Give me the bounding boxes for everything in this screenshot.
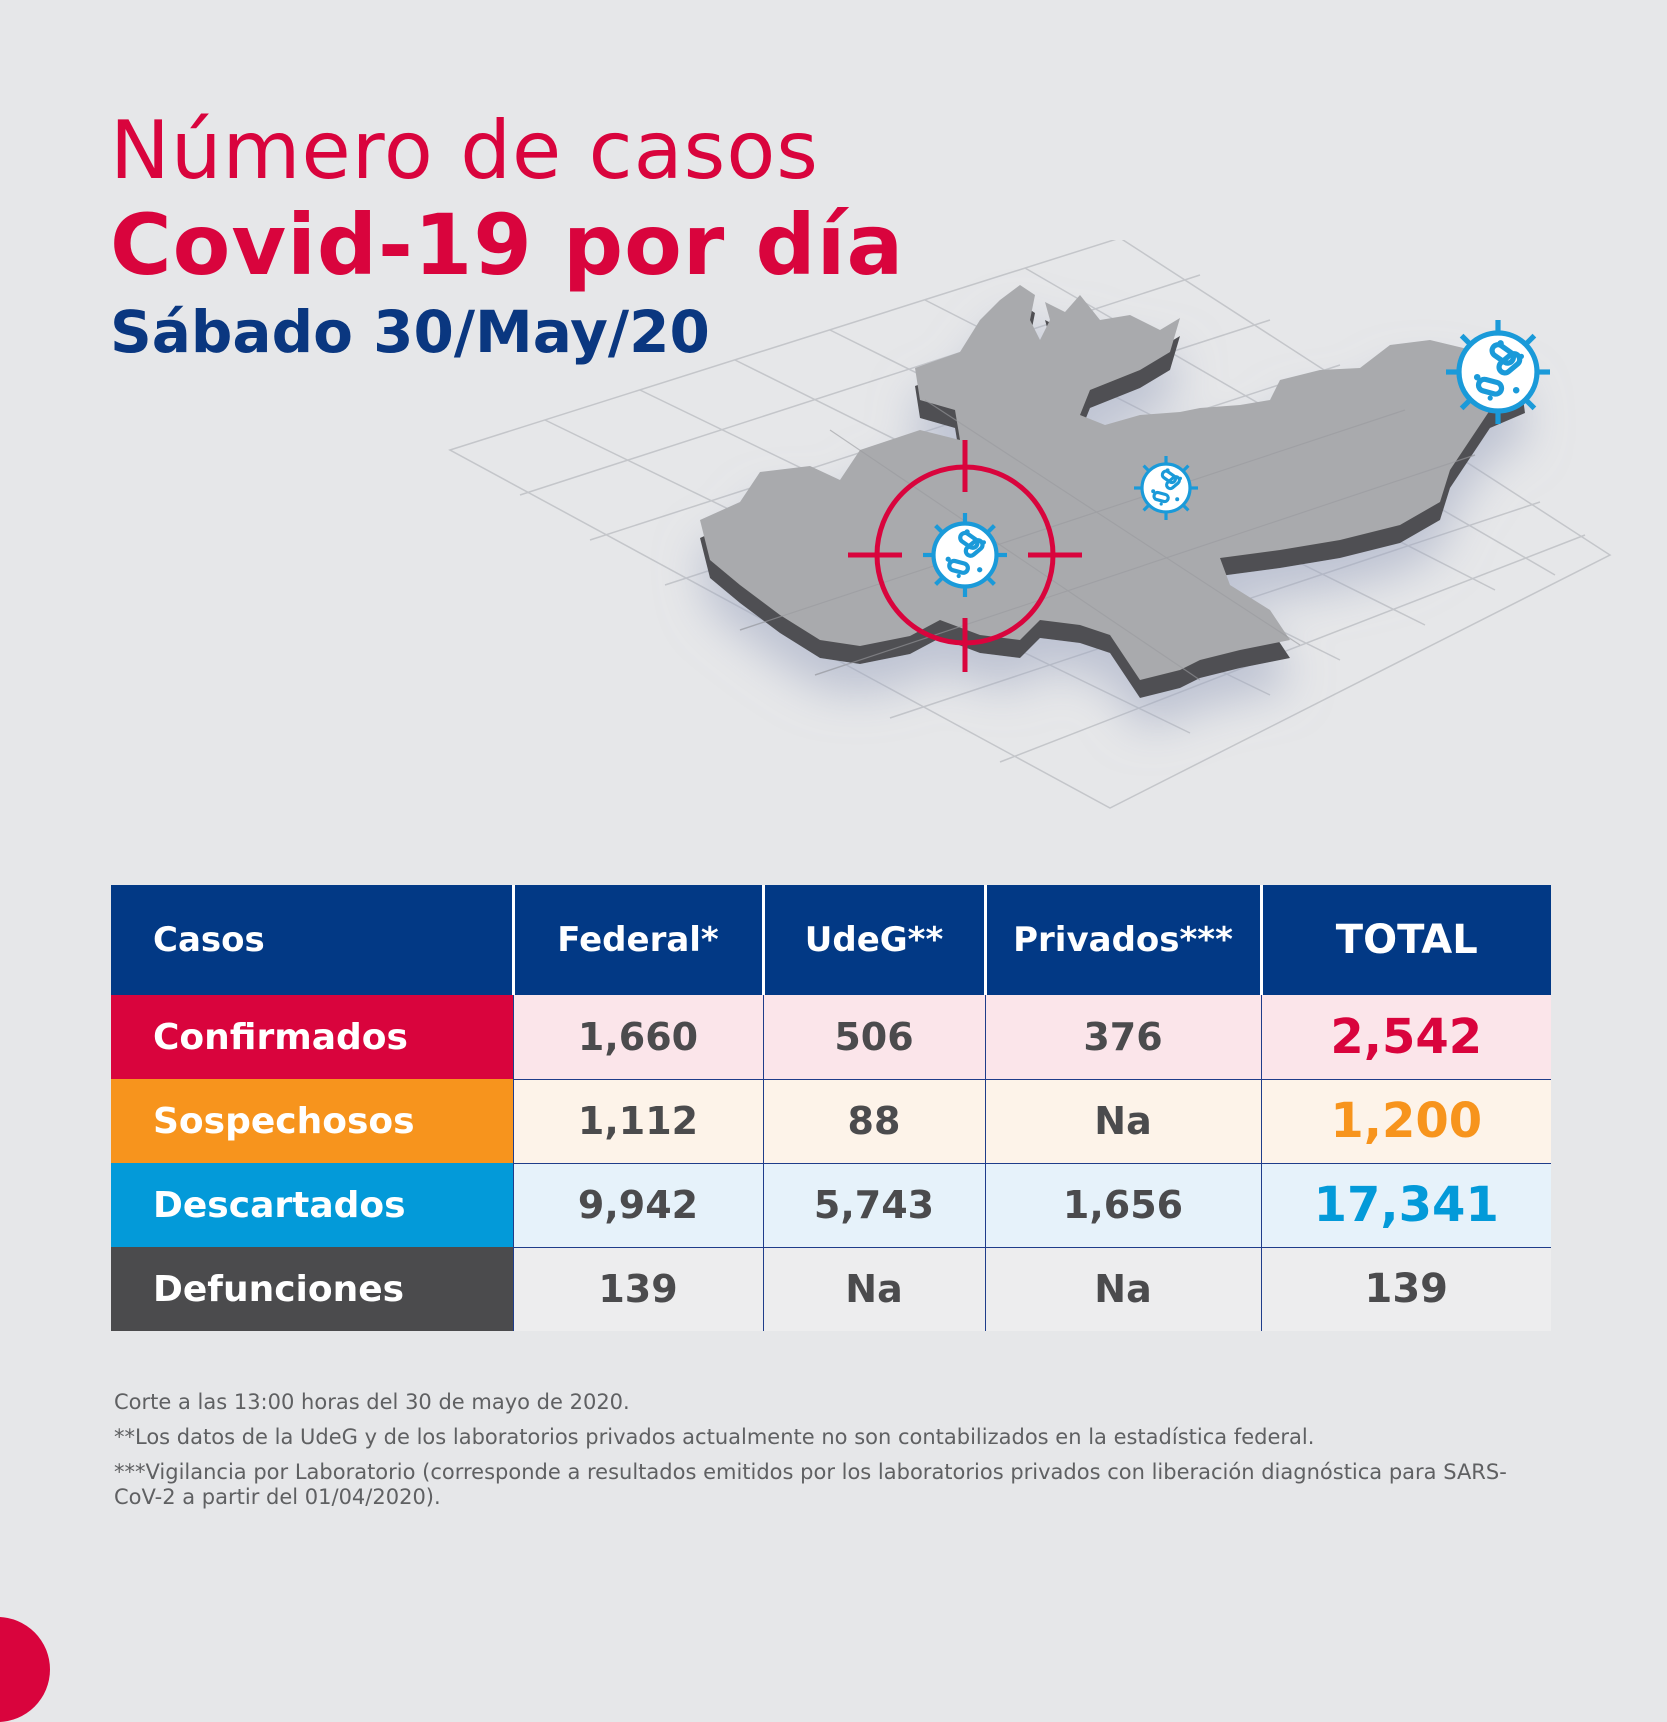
cell-federal: 139 [512,1247,763,1331]
cell-total: 2,542 [1260,995,1551,1080]
footnote: **Los datos de la UdeG y de los laborato… [114,1425,1315,1449]
map-illustration [440,237,1640,860]
cell-udeg: 5,743 [762,1163,985,1248]
title-line-2: Covid-19 por día [110,196,905,294]
footnote: Corte a las 13:00 horas del 30 de mayo d… [114,1390,630,1414]
header-privados: Privados*** [983,885,1261,995]
cell-udeg: 88 [762,1079,985,1164]
cell-privados: 1,656 [984,1163,1261,1248]
footnote: ***Vigilancia por Laboratorio (correspon… [114,1460,1507,1509]
header-federal: Federal* [511,885,763,995]
cell-privados: Na [984,1079,1261,1164]
cell-total: 139 [1260,1247,1551,1331]
table-row: Defunciones 139 Na Na 139 [111,1247,1551,1331]
cell-federal: 1,112 [512,1079,763,1164]
table-row: Descartados 9,942 5,743 1,656 17,341 [111,1163,1551,1248]
cell-federal: 1,660 [512,995,763,1080]
row-label: Sospechosos [111,1079,513,1163]
corner-decoration [0,1617,50,1722]
cases-table: Casos Federal* UdeG** Privados*** TOTAL … [111,885,1551,1331]
cell-federal: 9,942 [512,1163,763,1248]
table-row: Sospechosos 1,112 88 Na 1,200 [111,1079,1551,1164]
cell-total: 17,341 [1260,1163,1551,1248]
title-line-1: Número de casos [110,104,819,197]
crosshair-target-icon [848,440,1082,672]
date-subtitle: Sábado 30/May/20 [110,298,710,366]
cell-privados: Na [984,1247,1261,1331]
header-total: TOTAL [1259,885,1551,995]
row-label: Defunciones [111,1247,513,1331]
jalisco-map-icon [448,237,1612,809]
table-header-row: Casos Federal* UdeG** Privados*** TOTAL [111,885,1551,995]
cell-udeg: 506 [762,995,985,1080]
header-udeg: UdeG** [761,885,985,995]
header-casos: Casos [153,920,265,960]
table-row: Confirmados 1,660 506 376 2,542 [111,995,1551,1080]
cell-privados: 376 [984,995,1261,1080]
row-label: Descartados [111,1163,513,1247]
cell-total: 1,200 [1260,1079,1551,1164]
footnotes: Corte a las 13:00 horas del 30 de mayo d… [114,1390,1554,1520]
row-label: Confirmados [111,995,513,1079]
cell-udeg: Na [762,1247,985,1331]
